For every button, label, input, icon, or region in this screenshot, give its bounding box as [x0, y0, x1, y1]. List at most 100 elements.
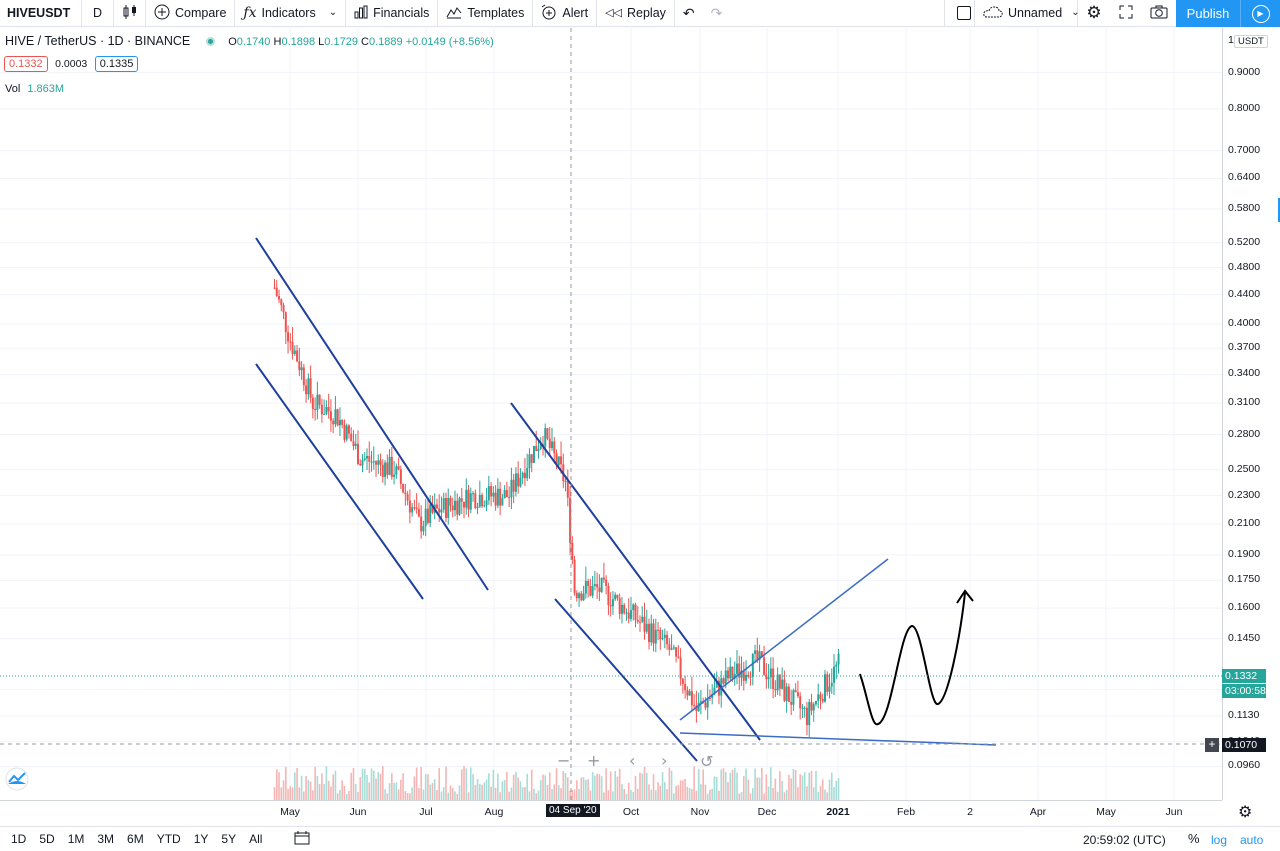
range-button-5y[interactable]: 5Y: [221, 832, 237, 846]
trend-line[interactable]: [679, 558, 889, 721]
candle-body: [503, 490, 506, 499]
candle-body: [487, 486, 490, 501]
candle-body: [284, 312, 287, 333]
snapshot-button[interactable]: [1142, 0, 1176, 27]
range-button-1y[interactable]: 1Y: [193, 832, 209, 846]
candle-body: [519, 477, 522, 487]
candle-body: [740, 670, 743, 678]
range-button-1d[interactable]: 1D: [11, 832, 27, 846]
range-button-5d[interactable]: 5D: [39, 832, 55, 846]
top-toolbar: HIVEUSDT D Compare ƒx Indicators ⌄ Finan…: [0, 0, 1280, 27]
volume-bar: [819, 786, 822, 800]
volume-bar: [657, 782, 659, 800]
financials-button[interactable]: Financials: [346, 0, 439, 27]
reset-icon[interactable]: ↺: [700, 752, 713, 771]
candle-body: [756, 650, 759, 660]
candle-body: [381, 464, 384, 477]
candle-body: [808, 702, 811, 726]
time-axis[interactable]: May Jun Jul Aug Oct Nov Dec 2021 Feb 2 Apr May Jun 0…: [0, 800, 1222, 824]
price-axis-label: 0.1900: [1228, 547, 1261, 560]
price-axis[interactable]: 1 USDT 0.9000 0.8000 0.7000 0.6400 0.5800 0.5…: [1222, 28, 1280, 800]
undo-button[interactable]: ↶: [675, 0, 703, 27]
auto-toggle[interactable]: auto: [1240, 833, 1264, 847]
volume-bar: [287, 788, 289, 800]
volume-bar: [794, 770, 797, 800]
add-alert-icon[interactable]: +: [1205, 738, 1219, 752]
volume-bar: [652, 774, 655, 800]
scroll-right-icon[interactable]: ›: [661, 751, 667, 770]
volume-bar: [537, 790, 540, 800]
interval-button[interactable]: D: [82, 0, 114, 27]
volume-bar: [442, 787, 445, 800]
publish-button[interactable]: Publish: [1176, 0, 1240, 27]
alarm-clock-icon: [541, 4, 557, 22]
volume-bar: [341, 780, 343, 800]
templates-button[interactable]: Templates: [438, 0, 534, 27]
settings-button[interactable]: ⚙: [1078, 0, 1110, 27]
log-toggle[interactable]: log: [1211, 833, 1228, 847]
fullscreen-button[interactable]: [1110, 0, 1142, 27]
channel-line[interactable]: [255, 237, 489, 591]
volume-bar: [336, 793, 339, 800]
chevron-down-icon[interactable]: ⌄: [328, 7, 338, 18]
candle-body: [395, 466, 398, 475]
volume-bar: [569, 790, 571, 800]
zoom-out-icon[interactable]: −: [557, 751, 570, 770]
candle-body: [521, 472, 524, 478]
volume-bar: [648, 784, 650, 800]
channel-line[interactable]: [510, 402, 761, 741]
volume-bar: [587, 779, 589, 800]
redo-button[interactable]: ↷: [703, 0, 731, 27]
publish-video-button[interactable]: ▶: [1240, 0, 1280, 27]
compare-button[interactable]: Compare: [146, 0, 236, 27]
axis-handle[interactable]: [1278, 198, 1280, 222]
channel-line[interactable]: [255, 363, 424, 600]
symbol-search-button[interactable]: HIVEUSDT: [0, 0, 82, 27]
candle-body: [833, 666, 836, 683]
volume-bar: [711, 788, 713, 800]
indicators-button[interactable]: ƒx Indicators ⌄: [235, 0, 347, 27]
fullscreen-select-button[interactable]: [944, 0, 983, 27]
visibility-dot-icon[interactable]: [205, 37, 215, 47]
scroll-left-icon[interactable]: ‹: [629, 751, 635, 770]
time-axis-label: Feb: [896, 806, 916, 818]
candle-body: [278, 295, 281, 300]
volume-bar: [664, 782, 666, 800]
range-button-6m[interactable]: 6M: [127, 832, 144, 846]
channel-line[interactable]: [554, 598, 698, 762]
range-button-1m[interactable]: 1M: [67, 832, 85, 846]
support-line[interactable]: [679, 732, 997, 746]
range-button-all[interactable]: All: [249, 832, 263, 846]
projection-drawing[interactable]: [859, 592, 966, 726]
volume-bar: [830, 772, 833, 800]
ask-price[interactable]: 0.1335: [94, 56, 139, 72]
candle-body: [675, 647, 678, 657]
zoom-in-icon[interactable]: +: [587, 751, 600, 770]
price-chart[interactable]: − + ‹ › ↺: [0, 28, 1222, 800]
layout-name-button[interactable]: Unnamed ⌄: [974, 0, 1080, 27]
ohlc-values: O0.1740 H0.1898 L0.1729 C0.1889 +0.0149 …: [228, 36, 494, 48]
range-button-ytd[interactable]: YTD: [156, 832, 181, 846]
price-axis-label: 0.1750: [1228, 573, 1261, 586]
alert-button[interactable]: Alert: [533, 0, 598, 27]
chart-nav-controls[interactable]: − + ‹ › ↺: [557, 751, 713, 771]
volume-bar: [747, 779, 750, 800]
percent-toggle[interactable]: %: [1188, 831, 1200, 846]
arrow-head[interactable]: [956, 589, 974, 604]
currency-label[interactable]: USDT: [1234, 35, 1268, 48]
range-button-3m[interactable]: 3M: [97, 832, 115, 846]
drawings[interactable]: [255, 237, 997, 762]
candle-body: [837, 654, 840, 665]
candle-body: [375, 461, 378, 465]
volume-bar: [573, 789, 576, 800]
chart-type-button[interactable]: [114, 0, 146, 27]
chart-pane[interactable]: − + ‹ › ↺ HIVE / TetherUS · 1D · BINANCE…: [0, 28, 1222, 800]
replay-button[interactable]: ◁◁ Replay: [597, 0, 675, 27]
bid-price[interactable]: 0.1332: [4, 56, 48, 72]
tradingview-logo-icon[interactable]: [5, 767, 29, 791]
candle-body: [557, 456, 560, 466]
gear-icon[interactable]: ⚙: [1238, 804, 1253, 821]
utc-clock[interactable]: 20:59:02 (UTC): [1083, 833, 1166, 847]
compare-label: Compare: [175, 6, 227, 20]
goto-date-button[interactable]: [294, 830, 310, 848]
